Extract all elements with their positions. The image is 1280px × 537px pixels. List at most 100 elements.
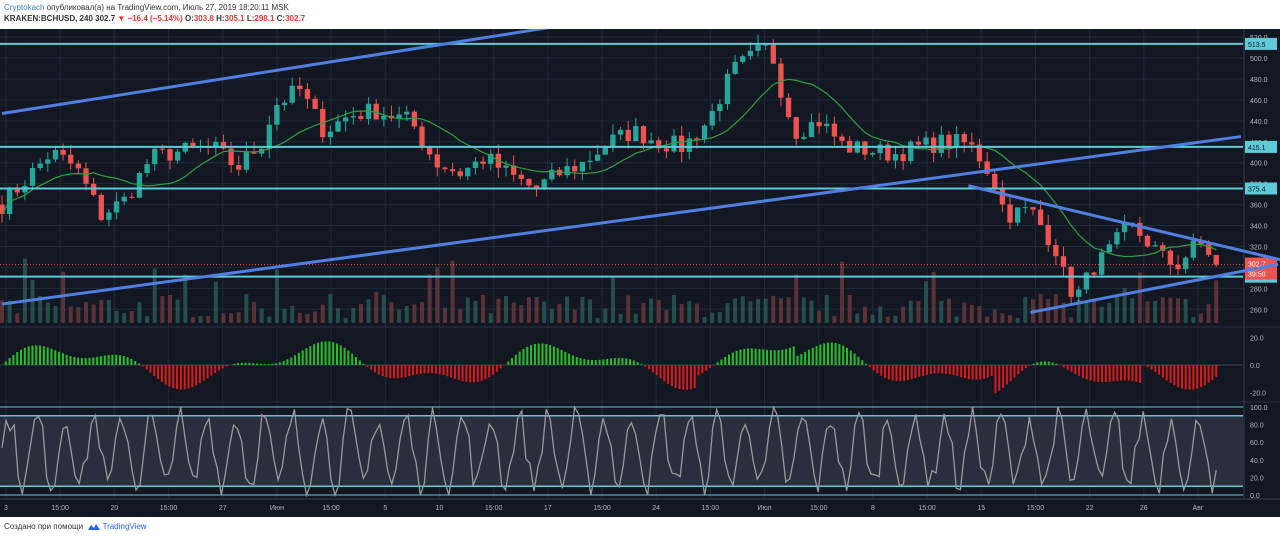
volume-bar	[916, 301, 921, 323]
x-tick-label: 15:00	[810, 505, 828, 512]
macd-histogram-bar	[1104, 365, 1107, 382]
macd-histogram-bar	[423, 365, 426, 374]
candle	[480, 161, 486, 164]
macd-histogram-bar	[979, 365, 982, 380]
candle	[992, 173, 998, 189]
macd-histogram-bar	[4, 361, 7, 365]
candle	[1137, 222, 1143, 236]
macd-histogram-bar	[568, 353, 571, 365]
macd-histogram-bar	[198, 365, 201, 384]
candle	[335, 121, 341, 132]
candle	[358, 116, 364, 119]
macd-histogram-bar	[511, 358, 514, 365]
macd-histogram-bar	[438, 365, 441, 375]
macd-histogram-bar	[434, 365, 437, 374]
macd-histogram-bar	[8, 358, 11, 365]
x-tick-label: Июл	[757, 505, 771, 512]
macd-histogram-bar	[134, 361, 137, 365]
macd-histogram-bar	[849, 350, 852, 365]
volume-bar	[0, 300, 4, 323]
candle	[381, 115, 387, 120]
macd-histogram-bar	[328, 341, 331, 365]
macd-histogram-bar	[792, 346, 795, 365]
macd-histogram-bar	[1089, 365, 1092, 381]
trend-line	[968, 184, 1280, 262]
volume-bar	[374, 291, 379, 323]
macd-histogram-bar	[453, 365, 456, 379]
candle	[29, 168, 36, 186]
volume-bar	[152, 268, 157, 323]
macd-histogram-bar	[804, 351, 807, 365]
price-change: −16.4 (−5.14%)	[127, 14, 183, 23]
macd-histogram-bar	[195, 365, 198, 386]
macd-histogram-bar	[12, 354, 15, 365]
volume-bar	[1023, 297, 1028, 323]
candle	[121, 196, 127, 202]
candle	[694, 138, 700, 140]
macd-histogram-bar	[868, 365, 871, 368]
candle	[1037, 209, 1044, 225]
volume-bar	[954, 316, 959, 323]
volume-bar	[213, 281, 218, 323]
macd-histogram-bar	[1078, 365, 1081, 377]
candle	[824, 123, 830, 127]
macd-histogram-bar	[887, 365, 890, 380]
volume-bar	[343, 317, 348, 323]
volume-bar	[1206, 304, 1211, 323]
tradingview-brand[interactable]: TradingView	[102, 522, 147, 531]
volume-bar	[1084, 303, 1089, 323]
candle	[327, 131, 334, 138]
macd-histogram-bar	[971, 365, 974, 380]
macd-histogram-bar	[427, 365, 430, 374]
volume-bar	[1214, 280, 1219, 323]
candle	[709, 111, 715, 126]
macd-histogram-bar	[39, 345, 42, 365]
macd-histogram-bar	[716, 362, 719, 365]
price-chart[interactable]: 520.0500.0480.0460.0440.0420.0400.0380.0…	[0, 29, 1280, 517]
macd-histogram-bar	[853, 353, 856, 365]
candle	[113, 201, 120, 213]
volume-bar	[992, 309, 997, 323]
macd-histogram-bar	[488, 365, 491, 378]
macd-histogram-bar	[522, 349, 525, 365]
volume-bar	[84, 302, 89, 323]
volume-bar	[794, 274, 799, 323]
candle	[785, 97, 792, 118]
macd-histogram-bar	[263, 364, 266, 365]
volume-bar	[183, 274, 188, 323]
candle	[297, 85, 303, 90]
macd-histogram-bar	[217, 365, 220, 371]
candle	[144, 164, 150, 173]
author-name[interactable]: Cryptokach	[4, 3, 45, 12]
volume-bar	[946, 298, 951, 323]
candle	[449, 169, 456, 172]
volume-bar	[664, 310, 669, 323]
candle	[908, 141, 914, 162]
candle	[274, 105, 280, 125]
macd-histogram-bar	[484, 365, 487, 380]
candle	[1144, 235, 1151, 247]
stochastic-tick-label: 100.0	[1250, 405, 1268, 412]
macd-histogram-bar	[111, 354, 114, 365]
macd-histogram-bar	[297, 352, 300, 365]
stochastic-line	[1, 405, 1217, 498]
macd-histogram-bar	[88, 357, 91, 365]
macd-histogram-bar	[61, 353, 64, 365]
candle	[0, 204, 5, 215]
volume-bar	[38, 295, 43, 323]
candle	[1167, 250, 1174, 265]
volume-bar	[175, 299, 180, 323]
x-tick-label: 15:00	[160, 505, 178, 512]
candle	[220, 141, 227, 149]
volume-bar	[740, 296, 745, 323]
volume-bar	[908, 300, 913, 323]
volume-bar	[168, 294, 173, 323]
symbol-line: KRAKEN:BCHUSD, 240 302.7 ▼ −16.4 (−5.14%…	[4, 14, 305, 23]
volume-bar	[22, 258, 27, 323]
macd-histogram-bar	[335, 343, 338, 365]
high-label: H:	[216, 14, 225, 23]
macd-histogram-bar	[73, 357, 76, 365]
macd-histogram-bar	[918, 365, 921, 377]
macd-histogram-bar	[1093, 365, 1096, 382]
volume-bar	[465, 297, 470, 323]
